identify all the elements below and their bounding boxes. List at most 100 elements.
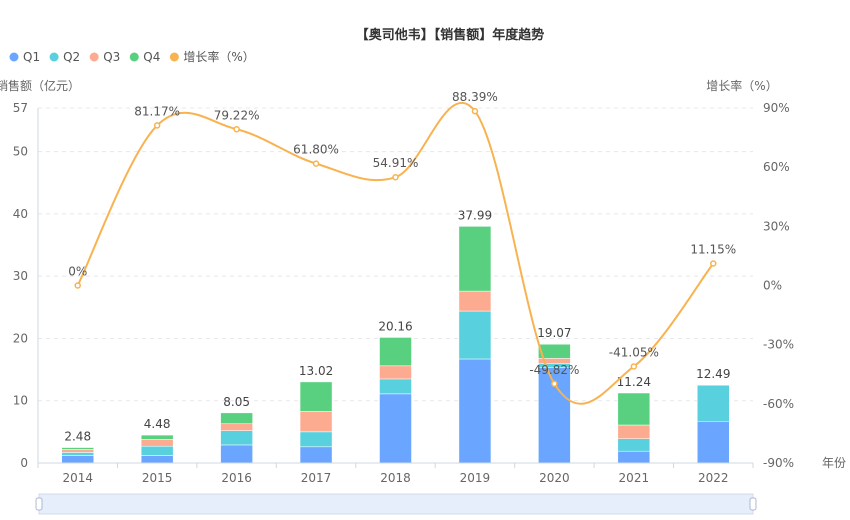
- y-tick-label: 30: [13, 269, 28, 283]
- slider-handle-right[interactable]: [749, 497, 757, 511]
- x-tick-label: 2019: [460, 471, 491, 485]
- bar-q2-2022[interactable]: [697, 384, 730, 422]
- y2-tick-label: -90%: [763, 456, 794, 470]
- growth-label: 0%: [68, 265, 87, 279]
- bar-total-label: 19.07: [537, 326, 571, 340]
- growth-label: 88.39%: [452, 90, 498, 104]
- growth-label: 81.17%: [134, 104, 180, 118]
- legend-label: Q4: [143, 50, 160, 64]
- legend-item-3[interactable]: Q4: [129, 50, 161, 64]
- bar-q1-2017[interactable]: [299, 446, 333, 464]
- bar-q3-2015[interactable]: [140, 439, 174, 447]
- bar-q1-2021[interactable]: [617, 450, 651, 464]
- bar-total-label: 8.05: [223, 395, 250, 409]
- bar-q1-2018[interactable]: [379, 393, 412, 464]
- bar-q3-2018[interactable]: [379, 365, 412, 380]
- chart-title: 【奥司他韦】【销售额】年度趋势: [356, 27, 545, 43]
- bar-total-label: 12.49: [696, 367, 730, 381]
- y2-tick-label: 60%: [763, 160, 790, 174]
- bar-q4-2021[interactable]: [617, 392, 651, 426]
- growth-point[interactable]: [392, 173, 399, 181]
- bar-q1-2016[interactable]: [220, 444, 253, 464]
- legend-item-2[interactable]: Q3: [89, 50, 121, 64]
- growth-point[interactable]: [312, 160, 320, 167]
- legend-label: Q1: [23, 50, 40, 64]
- bar-q1-2015[interactable]: [140, 455, 174, 464]
- y-tick-label: 40: [13, 207, 28, 221]
- legend-label: Q3: [103, 50, 120, 64]
- x-tick-label: 2015: [142, 471, 173, 485]
- x-tick-label: 2020: [539, 471, 570, 485]
- growth-label: 61.80%: [293, 143, 339, 157]
- growth-point[interactable]: [630, 363, 638, 370]
- bar-total-label: 20.16: [378, 319, 412, 333]
- x-tick-label: 2014: [62, 471, 93, 485]
- bar-total-label: 11.24: [617, 375, 651, 389]
- growth-point[interactable]: [153, 122, 161, 129]
- x-tick-label: 2021: [619, 471, 650, 485]
- legend-marker: [89, 52, 99, 62]
- growth-label: 54.91%: [373, 156, 419, 170]
- bar-q2-2019[interactable]: [458, 310, 492, 360]
- growth-point[interactable]: [471, 107, 479, 115]
- bar-q1-2014[interactable]: [61, 455, 94, 464]
- y-axis-title: 销售额（亿元）: [0, 78, 80, 93]
- bar-total-label: 2.48: [64, 430, 91, 444]
- bar-total-label: 4.48: [144, 417, 171, 431]
- growth-label: 79.22%: [214, 108, 260, 122]
- x-axis-title: 年份: [822, 456, 846, 470]
- y2-tick-label: 30%: [763, 219, 790, 233]
- bar-q2-2018[interactable]: [379, 378, 412, 395]
- bar-q2-2014[interactable]: [61, 452, 94, 456]
- y2-axis-title: 增长率（%）: [706, 78, 777, 93]
- y2-tick-label: -60%: [763, 397, 794, 411]
- bar-q4-2014[interactable]: [61, 447, 94, 450]
- legend-marker: [49, 52, 59, 62]
- bar-q2-2016[interactable]: [220, 430, 253, 446]
- bar-q4-2018[interactable]: [379, 337, 412, 367]
- legend-marker: [169, 52, 179, 62]
- legend-item-1[interactable]: Q2: [49, 50, 81, 64]
- slider-handle-left[interactable]: [35, 497, 43, 511]
- bar-q2-2017[interactable]: [299, 431, 333, 448]
- y-tick-label: 20: [13, 331, 28, 345]
- y2-tick-label: 0%: [763, 279, 782, 293]
- growth-line: [76, 101, 715, 405]
- legend: Q1 Q2 Q3 Q4 增长率（%）: [9, 49, 255, 64]
- growth-label: 11.15%: [690, 243, 736, 257]
- growth-point[interactable]: [551, 380, 558, 388]
- bar-q3-2021[interactable]: [617, 424, 651, 439]
- growth-label: -49.82%: [529, 363, 579, 377]
- bar-total-label: 13.02: [299, 364, 333, 378]
- legend-marker: [129, 52, 139, 62]
- legend-item-0[interactable]: Q1: [9, 50, 41, 64]
- bar-q2-2021[interactable]: [617, 438, 651, 452]
- bar-q1-2022[interactable]: [697, 421, 730, 464]
- bar-q3-2014[interactable]: [61, 449, 94, 453]
- datazoom-slider[interactable]: [35, 493, 757, 515]
- bar-q3-2017[interactable]: [299, 411, 333, 433]
- bar-q3-2016[interactable]: [220, 423, 253, 431]
- bar-q4-2016[interactable]: [220, 412, 253, 425]
- legend-item-4[interactable]: 增长率（%）: [169, 49, 255, 64]
- x-tick-label: 2017: [301, 471, 332, 485]
- y-tick-label: 57: [13, 101, 28, 115]
- bar-q4-2019[interactable]: [458, 226, 492, 292]
- bar-q4-2015[interactable]: [140, 434, 174, 440]
- y2-tick-label: 90%: [763, 101, 790, 115]
- growth-point[interactable]: [74, 282, 81, 289]
- bar-q4-2020[interactable]: [538, 343, 571, 359]
- growth-point[interactable]: [710, 260, 717, 267]
- bar-q4-2017[interactable]: [299, 381, 333, 412]
- x-tick-label: 2016: [221, 471, 252, 485]
- bar-total-label: 37.99: [458, 208, 492, 222]
- legend-label: 增长率（%）: [183, 49, 254, 64]
- legend-label: Q2: [63, 50, 80, 64]
- growth-point[interactable]: [233, 126, 240, 133]
- x-tick-label: 2018: [380, 471, 411, 485]
- y-tick-label: 50: [13, 145, 28, 159]
- bar-q3-2019[interactable]: [458, 290, 492, 312]
- bar-q1-2019[interactable]: [458, 358, 492, 464]
- bar-q2-2015[interactable]: [140, 445, 174, 456]
